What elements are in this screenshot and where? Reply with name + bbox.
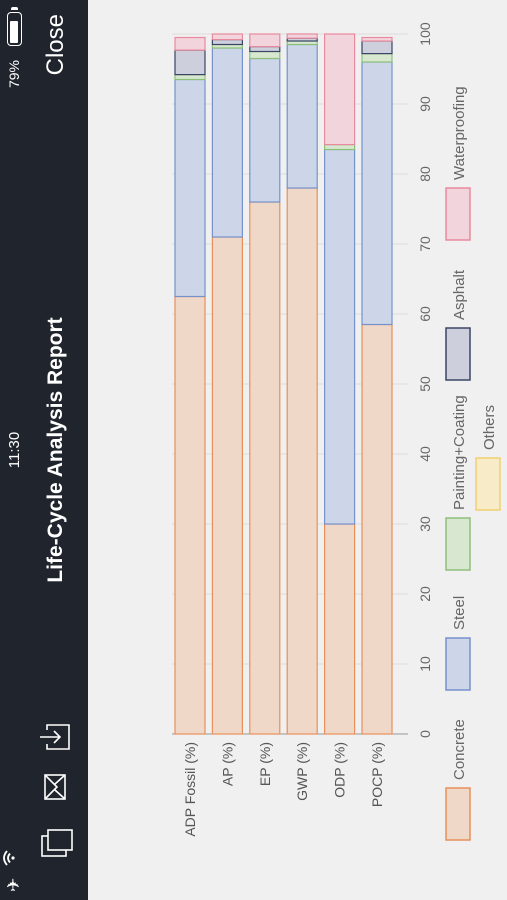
- category-label: ADP Fossil (%): [182, 742, 198, 837]
- bar-segment: [361, 61, 393, 326]
- bar-segment: [324, 143, 356, 151]
- legend-swatch: [445, 187, 471, 241]
- copy-icon[interactable]: [38, 826, 74, 860]
- bar-segment: [174, 49, 206, 76]
- bar-segment: [211, 33, 244, 41]
- mail-icon[interactable]: [38, 770, 74, 804]
- tick-label: 50: [417, 376, 433, 392]
- legend-swatch: [445, 787, 471, 841]
- tick-label: 60: [417, 306, 433, 322]
- legend-label: Painting+Coating: [451, 395, 468, 510]
- category-labels: ADP Fossil (%) AP (%) EP (%) GWP (%) ODP (%)…: [182, 742, 385, 837]
- bar-segment: [286, 33, 318, 39]
- tick-label: 10: [417, 656, 433, 672]
- bar-segment: [211, 38, 244, 46]
- tick-label: 0: [417, 730, 433, 738]
- category-label: AP (%): [219, 742, 235, 786]
- bar-segment: [174, 36, 206, 51]
- legend-label: Others: [481, 405, 498, 450]
- bar-segment: [286, 187, 318, 735]
- status-time: 11:30: [6, 431, 23, 469]
- bar-segment: [174, 78, 206, 298]
- tick-label: 40: [417, 446, 433, 462]
- chart: ADP Fossil (%) AP (%) EP (%) GWP (%) ODP (%)…: [172, 22, 501, 841]
- bar-segment: [249, 201, 281, 735]
- legend-swatch: [475, 457, 501, 511]
- bar-segment: [361, 36, 393, 42]
- bar-segment: [249, 57, 281, 203]
- bar-segment: [174, 73, 206, 81]
- battery-icon: [7, 12, 22, 46]
- top-bar: ✈ 11:30 79% Life-Cycle Analysis Report C…: [0, 0, 88, 900]
- category-label: EP (%): [257, 742, 273, 786]
- bar-segment: [286, 43, 318, 189]
- tick-label: 70: [417, 236, 433, 252]
- bar-segment: [324, 148, 356, 525]
- bars: [174, 33, 393, 735]
- tick-label: 30: [417, 516, 433, 532]
- tick-label: 80: [417, 166, 433, 182]
- category-label: ODP (%): [332, 742, 348, 798]
- bar-segment: [249, 50, 281, 60]
- legend-label: Concrete: [451, 719, 468, 780]
- legend-label: Asphalt: [451, 269, 468, 320]
- bar-segment: [249, 33, 281, 48]
- legend-swatch: [445, 637, 471, 691]
- close-button[interactable]: Close: [42, 14, 69, 76]
- bar-segment: [249, 45, 281, 53]
- bar-segment: [174, 295, 206, 735]
- export-icon[interactable]: [38, 720, 74, 754]
- bar-segment: [211, 236, 244, 735]
- tick-label: 20: [417, 586, 433, 602]
- wifi-icon: [2, 850, 20, 866]
- tick-label: 100: [417, 22, 433, 46]
- bar-segment: [361, 323, 393, 735]
- tick-label: 90: [417, 96, 433, 112]
- legend-swatch: [445, 517, 471, 571]
- legend-label: Waterproofing: [451, 86, 468, 180]
- category-label: POCP (%): [369, 742, 385, 807]
- battery-tip: [11, 7, 18, 10]
- bar-segment: [211, 47, 244, 238]
- legend-swatch: [445, 327, 471, 381]
- legend: Concrete Steel Painting+Coating Asphalt Wate…: [445, 86, 501, 841]
- bar-segment: [324, 33, 356, 146]
- bar-segment: [361, 40, 393, 55]
- bar-segment: [324, 523, 356, 735]
- category-label: GWP (%): [294, 742, 310, 801]
- page-title: Life-Cycle Analysis Report: [44, 317, 67, 583]
- tick-labels: 0 10 20 30 40 50 60 70 80 90 100: [417, 22, 433, 738]
- legend-label: Steel: [451, 596, 468, 630]
- battery-percent: 79%: [6, 60, 22, 89]
- bar-segment: [361, 53, 393, 63]
